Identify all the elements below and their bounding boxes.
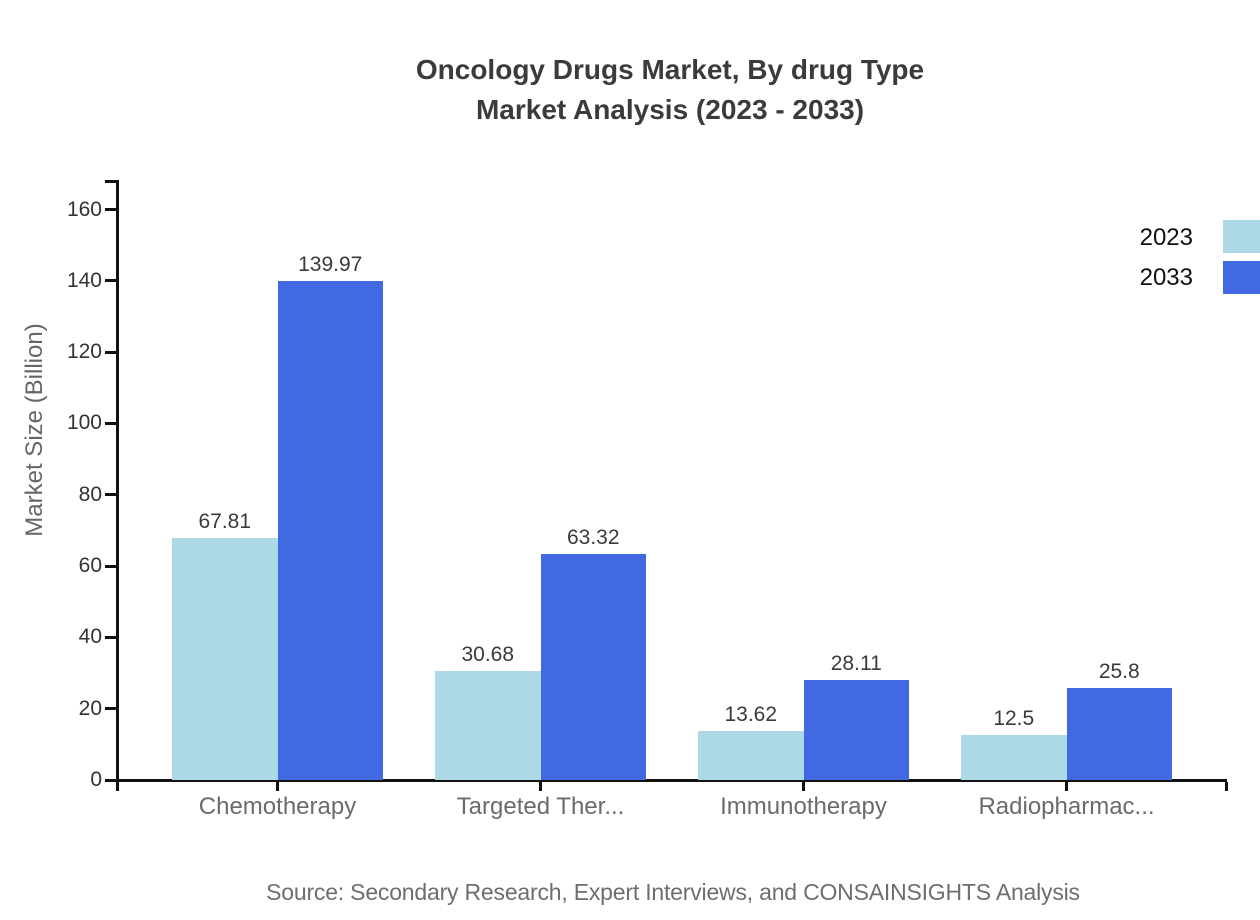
y-tick-label: 80	[78, 482, 102, 506]
source-attribution: Source: Secondary Research, Expert Inter…	[266, 879, 1080, 905]
y-axis-tick	[105, 421, 116, 425]
bar-2023-0	[172, 538, 278, 780]
x-axis-origin-tick	[116, 782, 119, 791]
value-label: 12.5	[993, 707, 1035, 731]
y-tick-label: 40	[78, 625, 102, 649]
y-axis-tick	[105, 493, 116, 497]
value-label: 63.32	[566, 526, 620, 550]
x-axis-tick	[276, 782, 279, 791]
y-axis-tick	[105, 208, 116, 211]
legend-label-2023: 2023	[1139, 224, 1193, 251]
y-axis-tick	[105, 707, 116, 711]
y-axis-tick	[105, 564, 116, 568]
bar-2023-1	[435, 670, 541, 780]
y-tick-label: 120	[66, 340, 102, 364]
chart-title-line-2: Market Analysis (2023 - 2033)	[475, 94, 865, 125]
y-axis-end-tick	[105, 179, 116, 183]
x-category-label: Targeted Ther...	[456, 793, 625, 820]
bar-2023-2	[698, 731, 804, 780]
legend-swatch-2023	[1223, 220, 1260, 253]
y-tick-label: 20	[78, 696, 102, 720]
x-axis-end-tick	[1224, 782, 1228, 791]
value-label: 28.11	[830, 651, 882, 675]
bar-2023-3	[961, 735, 1067, 780]
y-tick-label: 0	[90, 768, 102, 791]
bar-2033-1	[540, 554, 646, 780]
value-label: 30.68	[461, 642, 515, 666]
y-tick-label: 160	[66, 197, 102, 221]
y-tick-label: 140	[66, 268, 102, 292]
legend-swatch-2033	[1223, 261, 1260, 294]
x-category-label: Immunotherapy	[720, 793, 887, 820]
y-axis-tick	[105, 350, 116, 354]
value-label: 67.81	[198, 510, 252, 534]
x-axis-tick	[1065, 782, 1068, 791]
y-axis-spine	[116, 180, 119, 782]
x-axis-tick	[539, 782, 542, 791]
bar-2033-2	[803, 679, 909, 780]
value-label: 25.8	[1098, 660, 1140, 683]
x-axis-spine	[116, 779, 1227, 782]
bar-2033-0	[277, 280, 383, 780]
y-tick-label: 60	[78, 554, 102, 578]
y-tick-label: 100	[66, 411, 102, 435]
y-axis-tick	[105, 279, 116, 283]
chart-title: Oncology Drugs Market, By drug Type Mark…	[80, 50, 1260, 130]
value-label: 139.97	[298, 252, 363, 276]
x-category-label: Radiopharmac...	[978, 793, 1155, 820]
x-category-label: Chemotherapy	[198, 793, 357, 820]
y-axis-tick	[105, 778, 116, 782]
x-axis-tick	[802, 782, 805, 791]
bar-2033-3	[1066, 688, 1172, 780]
value-label: 13.62	[724, 703, 778, 727]
legend-label-2033: 2033	[1139, 264, 1193, 291]
chart-title-line-1: Oncology Drugs Market, By drug Type	[415, 54, 925, 85]
y-axis-tick	[105, 635, 116, 639]
